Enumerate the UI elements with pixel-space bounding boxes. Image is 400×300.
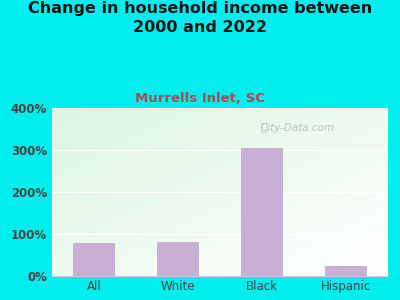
Bar [325, 266, 367, 276]
Bar [157, 242, 199, 276]
Bar [73, 243, 115, 276]
Text: Murrells Inlet, SC: Murrells Inlet, SC [135, 92, 265, 104]
Text: ⦿: ⦿ [260, 123, 267, 133]
Bar [241, 148, 283, 276]
Text: City-Data.com: City-Data.com [260, 123, 334, 133]
Text: Change in household income between
2000 and 2022: Change in household income between 2000 … [28, 2, 372, 34]
